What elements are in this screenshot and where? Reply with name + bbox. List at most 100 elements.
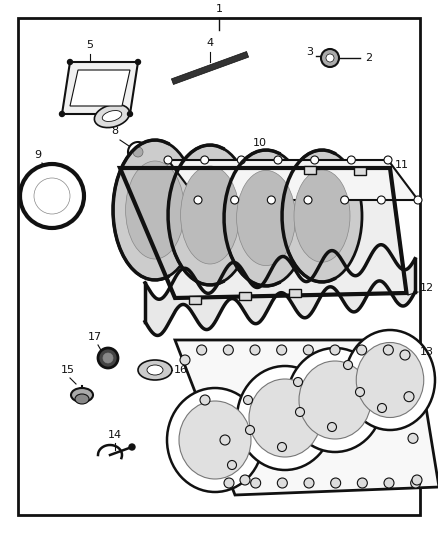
Ellipse shape (75, 394, 89, 404)
Ellipse shape (147, 365, 163, 375)
Circle shape (103, 353, 113, 363)
Circle shape (343, 360, 353, 369)
Circle shape (127, 111, 133, 117)
Polygon shape (175, 340, 438, 495)
Ellipse shape (126, 161, 184, 259)
Circle shape (384, 156, 392, 164)
Circle shape (377, 196, 385, 204)
Text: 11: 11 (395, 160, 409, 170)
Circle shape (231, 196, 239, 204)
Circle shape (224, 478, 234, 488)
Circle shape (240, 475, 250, 485)
Circle shape (128, 142, 148, 162)
Text: 8: 8 (111, 126, 119, 136)
Bar (189, 296, 201, 304)
Ellipse shape (167, 388, 263, 492)
Circle shape (277, 478, 287, 488)
Circle shape (311, 156, 319, 164)
Polygon shape (70, 70, 130, 106)
Circle shape (278, 442, 286, 451)
Circle shape (304, 478, 314, 488)
Text: 5: 5 (86, 40, 93, 50)
Circle shape (304, 196, 312, 204)
Ellipse shape (287, 348, 383, 452)
Circle shape (326, 54, 334, 62)
Text: 6: 6 (109, 93, 116, 103)
Text: 17: 17 (88, 332, 102, 342)
Circle shape (356, 387, 364, 397)
Circle shape (412, 475, 422, 485)
Ellipse shape (237, 366, 333, 470)
Ellipse shape (168, 145, 252, 285)
Circle shape (321, 49, 339, 67)
Ellipse shape (345, 330, 435, 430)
Circle shape (133, 147, 143, 157)
Text: 10: 10 (253, 138, 267, 148)
Circle shape (304, 345, 313, 355)
Ellipse shape (282, 150, 362, 282)
Circle shape (274, 156, 282, 164)
Bar (304, 166, 316, 174)
Text: 2: 2 (365, 53, 372, 63)
Ellipse shape (102, 110, 122, 122)
Bar (239, 292, 251, 300)
Circle shape (223, 345, 233, 355)
Ellipse shape (94, 104, 130, 127)
Circle shape (411, 478, 420, 488)
Text: 1: 1 (215, 4, 223, 14)
Circle shape (277, 345, 286, 355)
Circle shape (246, 425, 254, 434)
Circle shape (331, 478, 341, 488)
Text: 3: 3 (306, 47, 313, 57)
Text: 15: 15 (61, 365, 75, 375)
Circle shape (135, 60, 141, 64)
Circle shape (201, 156, 208, 164)
Circle shape (383, 345, 393, 355)
Ellipse shape (299, 361, 371, 439)
Circle shape (384, 478, 394, 488)
Circle shape (341, 196, 349, 204)
Circle shape (347, 156, 355, 164)
Circle shape (408, 433, 418, 443)
Bar (354, 167, 366, 175)
Circle shape (250, 345, 260, 355)
Text: 13: 13 (420, 347, 434, 357)
Circle shape (237, 156, 245, 164)
Circle shape (357, 478, 367, 488)
Circle shape (164, 156, 172, 164)
Ellipse shape (113, 140, 197, 280)
Circle shape (267, 196, 276, 204)
Circle shape (328, 423, 336, 432)
Text: 9: 9 (35, 150, 42, 160)
Circle shape (200, 395, 210, 405)
Circle shape (227, 461, 237, 470)
Ellipse shape (224, 150, 308, 286)
Ellipse shape (179, 401, 251, 479)
Circle shape (251, 478, 261, 488)
Ellipse shape (237, 171, 295, 265)
Circle shape (60, 111, 64, 117)
Polygon shape (171, 52, 249, 85)
Circle shape (296, 408, 304, 416)
Polygon shape (120, 168, 406, 298)
Circle shape (330, 345, 340, 355)
Polygon shape (62, 62, 138, 114)
Circle shape (197, 345, 207, 355)
Circle shape (67, 60, 73, 64)
Ellipse shape (138, 360, 172, 380)
Polygon shape (168, 160, 418, 200)
Ellipse shape (249, 379, 321, 457)
Circle shape (400, 350, 410, 360)
Text: 7: 7 (150, 147, 157, 157)
Ellipse shape (356, 343, 424, 417)
Circle shape (414, 196, 422, 204)
Text: 4: 4 (206, 38, 214, 48)
Circle shape (180, 355, 190, 365)
Circle shape (293, 377, 303, 386)
Circle shape (378, 403, 386, 413)
Text: 12: 12 (420, 283, 434, 293)
Circle shape (244, 395, 252, 405)
Text: 14: 14 (108, 430, 122, 440)
Circle shape (129, 444, 135, 450)
Ellipse shape (71, 388, 93, 402)
